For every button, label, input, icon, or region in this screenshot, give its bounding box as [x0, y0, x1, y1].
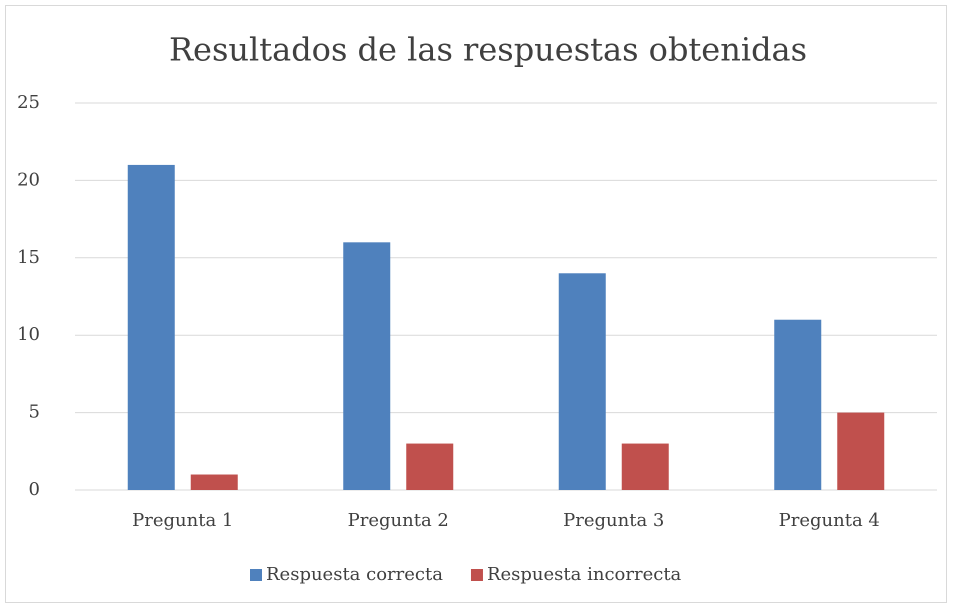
y-tick-label: 10 — [17, 324, 40, 345]
bar — [837, 412, 885, 490]
chart-title: Resultados de las respuestas obtenidas — [169, 31, 807, 69]
bar — [343, 242, 391, 490]
y-tick-label: 15 — [17, 247, 40, 268]
x-tick-label: Pregunta 3 — [563, 510, 664, 531]
x-tick-label: Pregunta 4 — [779, 510, 880, 531]
y-tick-label: 25 — [17, 92, 40, 113]
bar — [406, 443, 454, 490]
bar — [127, 164, 175, 491]
legend-swatch — [470, 569, 483, 581]
y-tick-label: 5 — [29, 402, 40, 423]
legend-label: Respuesta incorrecta — [487, 564, 682, 585]
y-tick-label: 20 — [17, 169, 40, 190]
legend-label: Respuesta correcta — [266, 564, 443, 585]
bar — [558, 273, 606, 490]
bar — [621, 443, 669, 490]
y-tick-label: 0 — [29, 479, 40, 500]
x-tick-label: Pregunta 1 — [132, 510, 233, 531]
x-tick-label: Pregunta 2 — [348, 510, 449, 531]
bar — [190, 474, 238, 490]
bar — [774, 319, 822, 490]
legend-swatch — [250, 569, 262, 581]
